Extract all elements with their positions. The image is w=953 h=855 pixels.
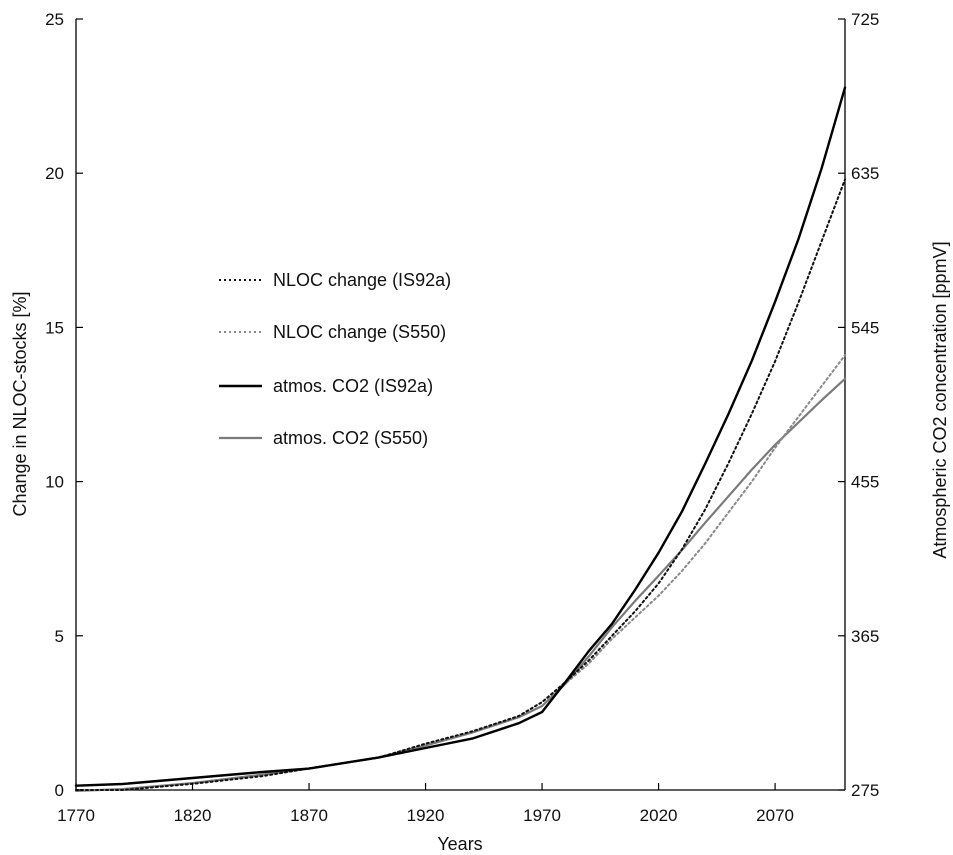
- y-right-tick-label: 365: [851, 627, 879, 646]
- y-axis-right-title: Atmospheric CO2 concentration [ppmV]: [930, 241, 950, 558]
- x-tick-label: 1920: [407, 806, 445, 825]
- series-line-3: [74, 377, 847, 793]
- y-axis-left-title: Change in NLOC-stocks [%]: [10, 291, 30, 516]
- y-left-tick-label: 25: [45, 10, 64, 29]
- x-tick-label: 2070: [756, 806, 794, 825]
- y-left-tick-label: 5: [55, 627, 64, 646]
- series-line-1: [75, 354, 846, 791]
- y-right-tick-label: 725: [851, 10, 879, 29]
- x-tick-label: 1770: [57, 806, 95, 825]
- y-left-tick-label: 0: [55, 781, 64, 800]
- y-left-tick-label: 20: [45, 164, 64, 183]
- y-right-tick-label: 635: [851, 164, 879, 183]
- x-tick-label: 1970: [523, 806, 561, 825]
- x-tick-label: 2020: [640, 806, 678, 825]
- legend-label: atmos. CO2 (S550): [273, 428, 428, 448]
- tick-layer: 1770 1820 1870 1920 1970 2020 2070 0 5 10 15 20 25 27…: [45, 10, 879, 825]
- x-axis-title: Years: [437, 834, 482, 854]
- series-layer: [74, 86, 847, 793]
- legend-label: NLOC change (IS92a): [273, 270, 451, 290]
- plot-frame: [75, 19, 846, 791]
- series-line-2: [74, 86, 847, 787]
- y-left-tick-label: 10: [45, 473, 64, 492]
- legend: NLOC change (IS92a) NLOC change (S550) atm…: [219, 270, 451, 448]
- y-right-tick-label: 545: [851, 318, 879, 337]
- legend-label: NLOC change (S550): [273, 322, 446, 342]
- series-line-0: [75, 178, 846, 791]
- x-tick-label: 1870: [290, 806, 328, 825]
- y-left-tick-label: 15: [45, 318, 64, 337]
- legend-label: atmos. CO2 (IS92a): [273, 376, 433, 396]
- y-right-tick-label: 275: [851, 781, 879, 800]
- y-right-tick-label: 455: [851, 473, 879, 492]
- x-tick-label: 1820: [174, 806, 212, 825]
